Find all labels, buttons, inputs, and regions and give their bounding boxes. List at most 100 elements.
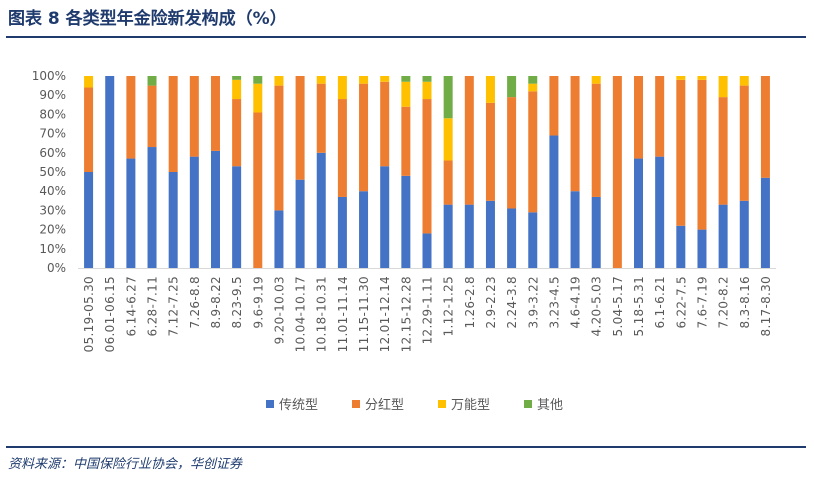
bar-segment <box>295 179 305 268</box>
x-tick-label: 8.3-8.16 <box>738 276 752 329</box>
legend-swatch <box>524 400 532 408</box>
x-tick-label: 12.29-1.11 <box>421 276 435 344</box>
bar-segment <box>528 83 538 92</box>
x-tick-label: 2.24-3.8 <box>505 276 519 329</box>
x-tick-label: 11.15-11.30 <box>357 276 371 352</box>
bar-segment <box>232 76 242 80</box>
bar-segment <box>189 156 199 268</box>
x-tick-label: 10.04-10.17 <box>294 276 308 352</box>
bar-segment <box>760 177 770 268</box>
x-tick-label: 11.01-11.14 <box>336 276 350 352</box>
bar-segment <box>189 76 199 157</box>
bar-segment <box>126 76 136 159</box>
bar-segment <box>359 83 369 192</box>
x-tick-label: 3.23-4.5 <box>547 276 561 329</box>
bar-segment <box>591 196 601 268</box>
bar-segment <box>422 99 432 234</box>
bar-segment <box>401 175 411 268</box>
bar-segment <box>591 76 601 84</box>
bar-segment <box>528 91 538 213</box>
bar-segment <box>718 204 728 268</box>
bar-segment <box>676 76 686 80</box>
bar-segment <box>676 79 686 226</box>
bar-segment <box>274 85 284 211</box>
y-tick-label: 50% <box>39 165 66 179</box>
bar-segment <box>570 191 580 268</box>
x-tick-label: 1.26-2.8 <box>463 276 477 329</box>
bar-segment <box>739 200 749 268</box>
bar-segment <box>697 79 707 230</box>
bar-segment <box>612 76 622 268</box>
bar-segment <box>422 76 432 82</box>
bar-segment <box>697 229 707 268</box>
bar-area <box>84 76 770 268</box>
bar-segment <box>380 81 390 167</box>
x-tick-label: 12.15-12.28 <box>399 276 413 352</box>
top-rule <box>6 36 806 38</box>
x-tick-label: 7.12-7.25 <box>167 276 181 336</box>
bar-segment <box>295 76 305 180</box>
bar-segment <box>210 150 220 268</box>
bar-segment <box>739 76 749 86</box>
x-tick-label: 5.18-5.31 <box>632 276 646 336</box>
bar-segment <box>401 81 411 107</box>
bar-segment <box>401 106 411 176</box>
legend-label: 其他 <box>537 398 563 413</box>
bar-segment <box>549 135 559 268</box>
bar-segment <box>380 76 390 82</box>
x-tick-label: 5.04-5.17 <box>611 276 625 336</box>
x-tick-label: 8.17-8.30 <box>759 276 773 336</box>
bar-segment <box>570 76 580 192</box>
bar-segment <box>443 76 453 119</box>
y-tick-label: 40% <box>39 184 66 198</box>
bar-segment <box>337 99 347 197</box>
bar-segment <box>528 76 538 84</box>
y-tick-label: 80% <box>39 107 66 121</box>
bar-segment <box>422 81 432 100</box>
bar-segment <box>549 76 559 136</box>
x-tick-label: 12.01-12.14 <box>378 276 392 352</box>
x-tick-label: 06.01-06.15 <box>103 276 117 352</box>
bar-segment <box>591 83 601 197</box>
bar-segment <box>718 97 728 205</box>
bar-segment <box>507 76 517 98</box>
bar-segment <box>232 99 242 167</box>
bar-segment <box>634 158 644 268</box>
x-tick-label: 4.6-4.19 <box>569 276 583 329</box>
x-tick-label: 6.28-7.11 <box>146 276 160 336</box>
legend-swatch <box>352 400 360 408</box>
bar-segment <box>316 152 326 268</box>
legend-label: 传统型 <box>279 398 318 413</box>
bar-segment <box>253 112 263 268</box>
bar-segment <box>105 76 115 268</box>
bar-segment <box>443 204 453 268</box>
y-tick-label: 100% <box>32 69 66 83</box>
bar-segment <box>760 76 770 178</box>
bar-segment <box>422 233 432 268</box>
y-tick-label: 10% <box>39 242 66 256</box>
x-tick-label: 1.12-1.25 <box>442 276 456 336</box>
bar-segment <box>655 156 665 268</box>
bar-segment <box>676 225 686 268</box>
y-tick-label: 90% <box>39 88 66 102</box>
legend-swatch <box>266 400 274 408</box>
bar-segment <box>316 76 326 84</box>
stacked-bar-chart: 0% 10% 20% 30% 40% 50% 60% 70% 80% 90% 100% 05.19-… <box>32 69 776 413</box>
bar-segment <box>253 76 263 84</box>
x-tick-label: 6.22-7.5 <box>674 276 688 329</box>
bar-segment <box>274 210 284 268</box>
bar-segment <box>126 158 136 268</box>
bar-segment <box>655 76 665 157</box>
x-tick-label: 2.9-2.23 <box>484 276 498 329</box>
bar-segment <box>274 76 284 86</box>
bar-segment <box>485 102 495 201</box>
x-tick-label: 7.26-8.8 <box>188 276 202 329</box>
bar-segment <box>253 83 263 113</box>
bar-segment <box>697 76 707 80</box>
legend-swatch <box>438 400 446 408</box>
bar-segment <box>718 76 728 98</box>
bar-segment <box>401 76 411 82</box>
bar-segment <box>168 172 178 268</box>
bar-segment <box>443 160 453 205</box>
x-tick-label: 4.20-5.03 <box>590 276 604 336</box>
